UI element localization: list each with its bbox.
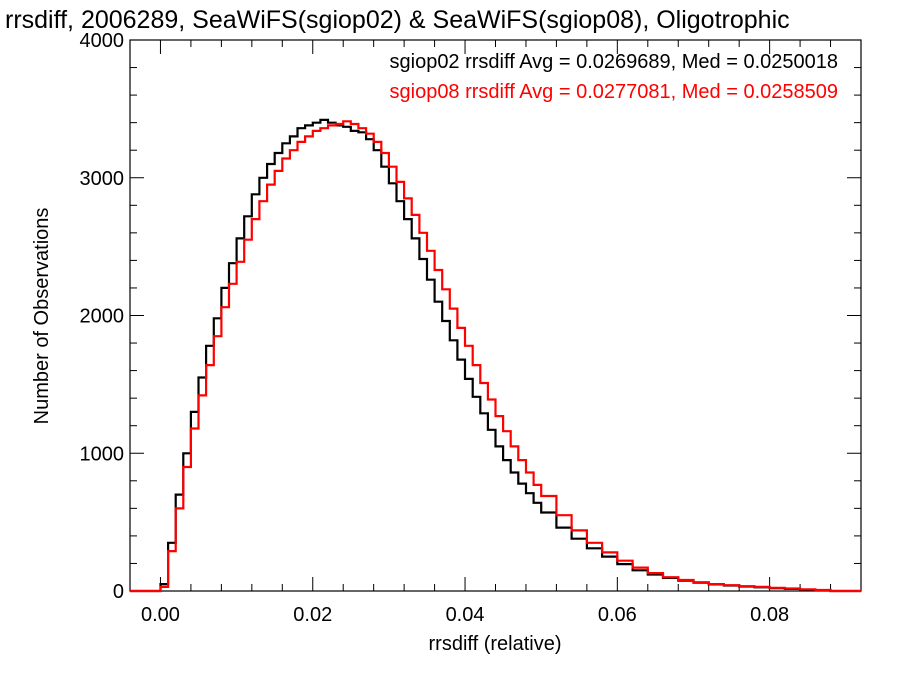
x-axis-label: rrsdiff (relative) — [429, 633, 562, 655]
chart-title: rrsdiff, 2006289, SeaWiFS(sgiop02) & Sea… — [5, 6, 790, 34]
y-axis: 0 1000 2000 3000 4000 — [80, 30, 861, 603]
series-line-sgiop08 — [130, 120, 861, 593]
x-tick-label: 0.04 — [446, 604, 485, 626]
y-tick-label: 4000 — [80, 30, 125, 52]
x-tick-label: 0.08 — [750, 604, 789, 626]
y-tick-label: 2000 — [80, 306, 125, 328]
y-tick-label: 3000 — [80, 168, 125, 190]
x-axis: 0.00 0.02 0.04 0.06 0.08 — [129, 40, 862, 626]
x-tick-label: 0.00 — [141, 604, 180, 626]
y-tick-label: 0 — [113, 581, 124, 603]
series-layer — [130, 118, 861, 593]
legend-entry-sgiop02: sgiop02 rrsdiff Avg = 0.0269689, Med = 0… — [390, 51, 839, 73]
y-axis-label: Number of Observations — [31, 208, 53, 425]
series-line-sgiop02 — [130, 118, 861, 593]
y-tick-label: 1000 — [80, 443, 125, 465]
x-tick-label: 0.02 — [293, 604, 332, 626]
plot-frame — [129, 39, 862, 592]
x-tick-label: 0.06 — [598, 604, 637, 626]
legend-entry-sgiop08: sgiop08 rrsdiff Avg = 0.0277081, Med = 0… — [390, 81, 839, 103]
